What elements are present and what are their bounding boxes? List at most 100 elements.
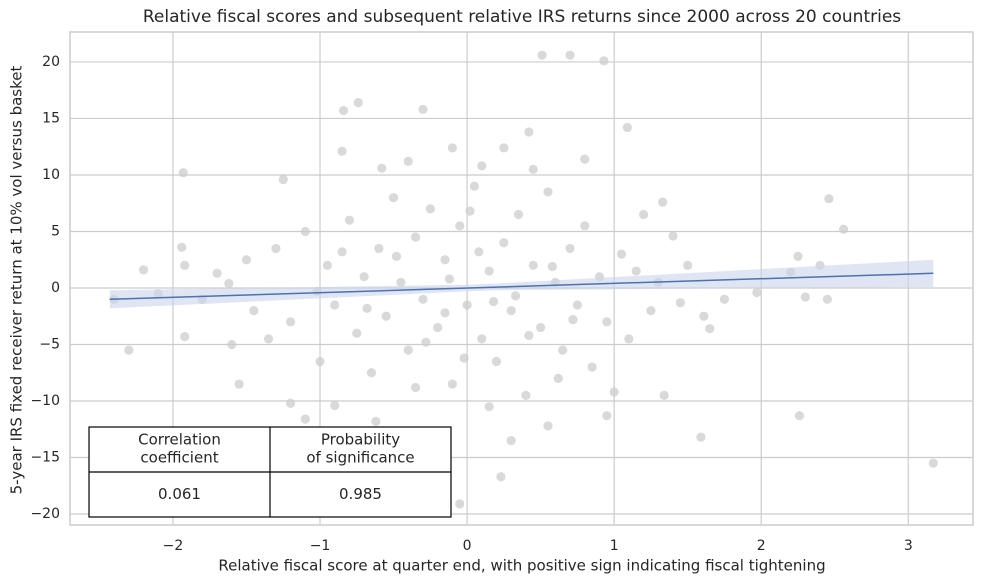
point (622, 122, 632, 133)
point (315, 356, 325, 367)
point (824, 194, 834, 204)
point (271, 243, 281, 254)
point (338, 105, 349, 116)
point (440, 255, 450, 265)
point (506, 435, 516, 446)
point (928, 458, 938, 468)
point (602, 411, 612, 421)
point (455, 221, 465, 231)
point (444, 274, 455, 284)
point (488, 296, 499, 307)
point (180, 260, 190, 270)
point (411, 232, 421, 242)
point (683, 260, 693, 270)
point (353, 98, 363, 108)
x-tick-label: 2 (757, 538, 766, 554)
point (524, 127, 534, 137)
point (513, 209, 524, 220)
point (411, 382, 421, 393)
point (793, 251, 803, 261)
point (580, 154, 590, 164)
point (403, 156, 413, 167)
point (469, 181, 480, 191)
point (180, 331, 190, 342)
point (587, 362, 597, 372)
point (418, 294, 428, 304)
point (418, 104, 428, 115)
point (300, 226, 310, 237)
x-tick-label: 0 (463, 538, 472, 554)
point (547, 261, 557, 272)
point (719, 294, 730, 304)
point (337, 247, 347, 257)
point (224, 278, 234, 289)
point (474, 247, 484, 257)
point (447, 143, 457, 153)
point (705, 324, 715, 334)
y-axis-label: 5-year IRS fixed receiver return at 10% … (8, 66, 26, 495)
point (496, 472, 506, 482)
confidence-band (109, 259, 934, 309)
point (465, 206, 475, 216)
point (602, 317, 612, 327)
point (371, 416, 381, 426)
point (580, 221, 590, 231)
point (421, 337, 431, 347)
point (543, 187, 553, 197)
point (227, 339, 237, 350)
point (491, 356, 502, 367)
point (359, 272, 369, 282)
point (286, 317, 296, 327)
x-tick-label: 3 (904, 538, 913, 554)
point (300, 414, 310, 424)
y-tick-label: 0 (51, 280, 60, 296)
point (455, 499, 465, 509)
table-cell: 0.985 (339, 485, 382, 503)
point (362, 303, 372, 313)
y-tick-label: −15 (30, 450, 60, 466)
y-tick-label: −5 (39, 337, 60, 353)
point (699, 311, 709, 321)
point (572, 300, 582, 310)
point (511, 291, 521, 301)
point (403, 345, 413, 355)
point (616, 249, 627, 259)
x-tick-label: −2 (163, 538, 184, 554)
point (344, 215, 355, 225)
point (521, 390, 531, 400)
point (499, 143, 509, 153)
point (599, 56, 609, 66)
point (388, 192, 399, 203)
point (425, 204, 435, 214)
point (524, 330, 534, 341)
point (462, 300, 472, 310)
y-tick-label: −20 (30, 506, 60, 522)
y-tick-label: 20 (42, 54, 60, 70)
point (138, 265, 149, 275)
table-header: Correlation (138, 431, 221, 449)
point (646, 305, 656, 316)
point (675, 298, 685, 308)
point (658, 197, 668, 207)
point (212, 268, 222, 278)
point (537, 50, 547, 60)
point (433, 322, 443, 333)
point (506, 305, 516, 316)
point (391, 251, 402, 261)
point (838, 224, 849, 234)
point (241, 255, 252, 265)
point (565, 50, 575, 60)
plot-frame (69, 31, 974, 526)
point (696, 432, 706, 442)
point (322, 260, 332, 270)
point (668, 231, 678, 241)
point (822, 294, 833, 304)
point (377, 163, 387, 173)
point (477, 161, 487, 171)
point (499, 238, 509, 248)
point (352, 328, 362, 338)
table-cell: 0.061 (158, 485, 201, 503)
point (553, 373, 563, 384)
